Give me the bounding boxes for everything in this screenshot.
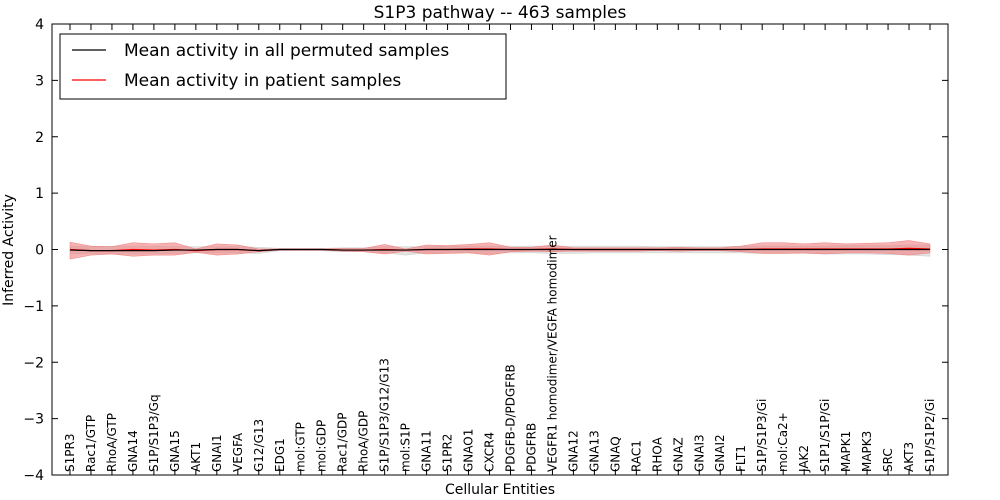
y-tick-label: −1 [23, 299, 44, 315]
x-category-label: JAK2 [797, 445, 811, 473]
y-tick-label: 1 [35, 186, 44, 202]
x-category-label: GNA14 [126, 430, 140, 472]
x-category-label: GNAO1 [462, 429, 476, 472]
legend-label-permuted: Mean activity in all permuted samples [124, 41, 449, 61]
y-axis-label: Inferred Activity [1, 194, 17, 306]
x-axis: S1PR3 Rac1/GTP RhoA/GTP GNA14 S1P/S1P3/Gq GNA… [63, 24, 937, 475]
y-tick-label: −2 [23, 355, 44, 371]
legend: Mean activity in all permuted samples Me… [59, 33, 507, 100]
x-category-label: RHOA [650, 436, 664, 472]
x-category-label: S1PR2 [441, 434, 455, 472]
y-tick-label: 2 [35, 130, 44, 146]
x-category-label: G12/G13 [252, 419, 266, 472]
x-category-label: MAPK3 [860, 431, 874, 472]
y-tick-label: −3 [23, 412, 44, 428]
chart-title: S1P3 pathway -- 463 samples [374, 3, 627, 23]
y-tick-label: −4 [23, 468, 44, 484]
y-axis: −4 −3 −2 −1 0 1 2 3 4 [23, 17, 948, 484]
series-lines [69, 247, 931, 252]
x-category-label: PDGFRB [524, 423, 538, 472]
x-category-label: RhoA/GDP [357, 411, 371, 472]
x-category-label: S1P/S1P2/Gi [923, 399, 937, 472]
x-category-label: GNAI3 [692, 434, 706, 472]
x-category-label: RAC1 [629, 440, 643, 472]
x-category-label: Rac1/GDP [336, 413, 350, 472]
x-category-label: S1PR3 [63, 434, 77, 472]
x-category-label: mol:Ca2+ [776, 412, 790, 472]
x-axis-label: Cellular Entities [445, 482, 555, 498]
x-category-label: mol:S1P [399, 423, 413, 472]
legend-box [59, 33, 507, 100]
x-category-label: S1P/S1P3/G12/G13 [378, 358, 392, 472]
x-category-label: VEGFR1 homodimer/VEGFA homodimer [545, 235, 559, 472]
x-category-label: GNA15 [168, 430, 182, 472]
y-tick-label: 4 [35, 17, 44, 33]
x-category-label: VEGFA [231, 432, 245, 472]
x-category-label: PDGFB-D/PDGFRB [503, 364, 517, 472]
x-category-label: MAPK1 [839, 431, 853, 472]
x-category-label: GNAI2 [713, 434, 727, 472]
x-category-label: CXCR4 [483, 432, 497, 472]
y-tick-label: 3 [35, 73, 44, 89]
x-category-label: AKT3 [902, 442, 916, 472]
x-category-label: S1P/S1P3/Gq [147, 394, 161, 472]
x-category-label: GNA12 [566, 430, 580, 472]
x-category-label: GNAZ [671, 437, 685, 472]
legend-label-patient: Mean activity in patient samples [124, 71, 401, 91]
x-category-label: mol:GDP [315, 420, 329, 472]
x-category-label: GNA11 [420, 430, 434, 472]
x-category-label: GNAQ [608, 436, 622, 472]
x-category-label: FLT1 [734, 445, 748, 472]
x-category-label: S1P1/S1P/Gi [818, 399, 832, 472]
x-category-label: GNA13 [587, 430, 601, 472]
x-category-label: mol:GTP [294, 422, 308, 472]
x-category-label: SRC [881, 448, 895, 472]
line-permuted [69, 248, 930, 252]
y-tick-label: 0 [35, 243, 44, 259]
x-category-label: S1P/S1P3/Gi [755, 399, 769, 472]
x-category-label: RhoA/GTP [105, 413, 119, 472]
x-category-label: GNAI1 [210, 434, 224, 472]
x-category-label: AKT1 [189, 442, 203, 472]
x-category-label: Rac1/GTP [84, 415, 98, 472]
x-category-label: EDG1 [273, 438, 287, 472]
